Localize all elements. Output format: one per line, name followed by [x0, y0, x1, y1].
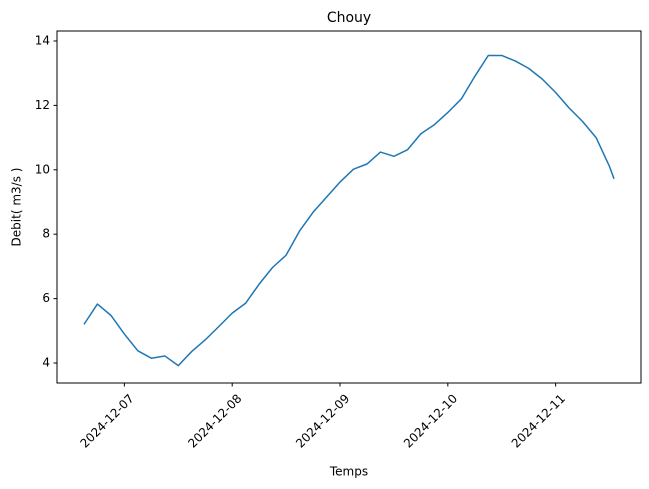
x-tick-label: 2024-12-09 — [293, 391, 352, 450]
y-tick-label: 8 — [42, 227, 50, 241]
y-tick-label: 14 — [35, 33, 50, 47]
x-tick-label: 2024-12-07 — [78, 391, 137, 450]
plot-frame — [56, 30, 642, 384]
chart-title: Chouy — [327, 10, 371, 26]
y-tick-label: 12 — [35, 98, 50, 112]
x-tick-label: 2024-12-11 — [509, 391, 568, 450]
y-tick-label: 10 — [35, 162, 50, 176]
y-tick-label: 6 — [42, 291, 50, 305]
x-axis-label: Temps — [329, 465, 368, 479]
data-line — [83, 54, 615, 367]
y-axis-label: Debit( m3/s ) — [10, 168, 24, 247]
x-tick-label: 2024-12-10 — [401, 391, 460, 450]
y-tick-label: 4 — [42, 356, 50, 370]
x-tick-label: 2024-12-08 — [185, 391, 244, 450]
